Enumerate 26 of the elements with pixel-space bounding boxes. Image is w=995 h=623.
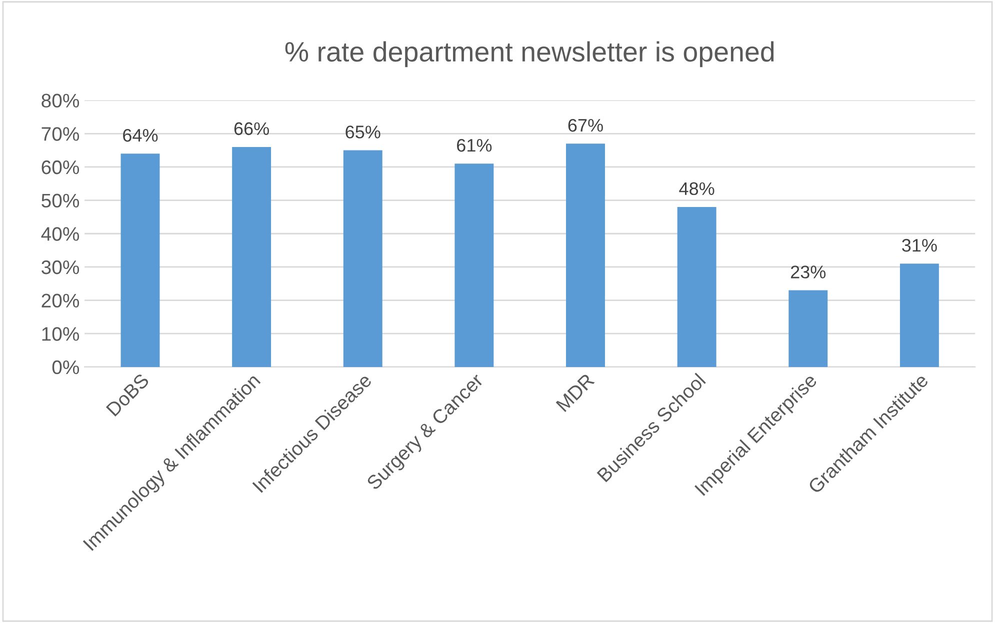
- y-tick-label: 20%: [42, 294, 80, 308]
- y-tick-label: 70%: [42, 127, 80, 141]
- chart-title: % rate department newsletter is opened: [285, 41, 774, 68]
- data-label: 66%: [234, 122, 269, 136]
- data-label: 23%: [790, 266, 826, 278]
- y-tick-label: 80%: [42, 94, 80, 108]
- y-tick-label: 30%: [42, 260, 80, 274]
- y-tick-label: 50%: [42, 194, 80, 208]
- y-tick-label: 40%: [41, 227, 80, 241]
- y-tick-label: 10%: [42, 327, 80, 341]
- data-label: 61%: [457, 138, 492, 152]
- bar: [900, 264, 939, 367]
- bar: [120, 154, 160, 367]
- data-label: 48%: [679, 182, 714, 196]
- data-label: 31%: [902, 238, 937, 252]
- bar: [788, 290, 828, 367]
- bar: [232, 146, 272, 367]
- data-label: 65%: [346, 126, 380, 138]
- bar: [566, 144, 605, 367]
- y-tick-label: 60%: [42, 160, 80, 174]
- bar: [454, 164, 494, 367]
- bar: [343, 150, 382, 367]
- y-tick-label: 0%: [52, 360, 80, 374]
- bar: [677, 206, 716, 367]
- data-label: 67%: [568, 118, 603, 132]
- data-label: 64%: [123, 128, 158, 142]
